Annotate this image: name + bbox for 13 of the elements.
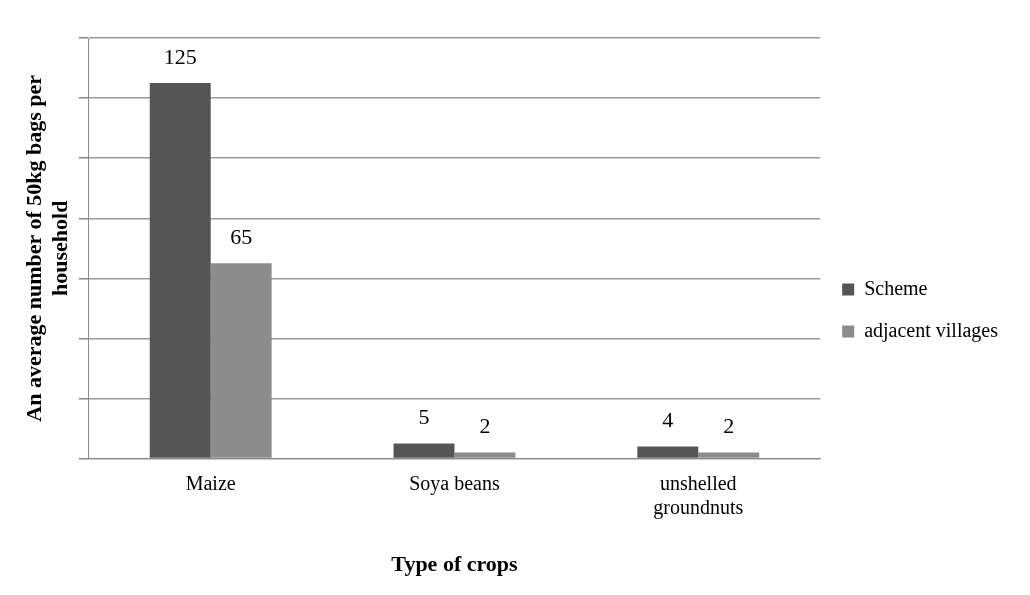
x-tick-label: Soya beans: [409, 471, 500, 495]
x-axis-title: Type of crops: [391, 551, 519, 577]
y-axis-title: An average number of 50kg bags per household: [20, 74, 73, 422]
legend-label: Scheme: [864, 276, 928, 299]
x-tick-label: Maize: [185, 471, 236, 494]
data-label: 2: [479, 413, 491, 439]
data-label: 5: [418, 404, 430, 430]
data-label: 4: [662, 407, 674, 433]
data-label: 125: [163, 43, 197, 69]
data-label: 65: [230, 224, 253, 250]
legend-label: adjacent villages: [864, 318, 999, 342]
data-label: 2: [723, 413, 735, 439]
x-tick-label: unshelled groundnuts: [653, 471, 744, 519]
